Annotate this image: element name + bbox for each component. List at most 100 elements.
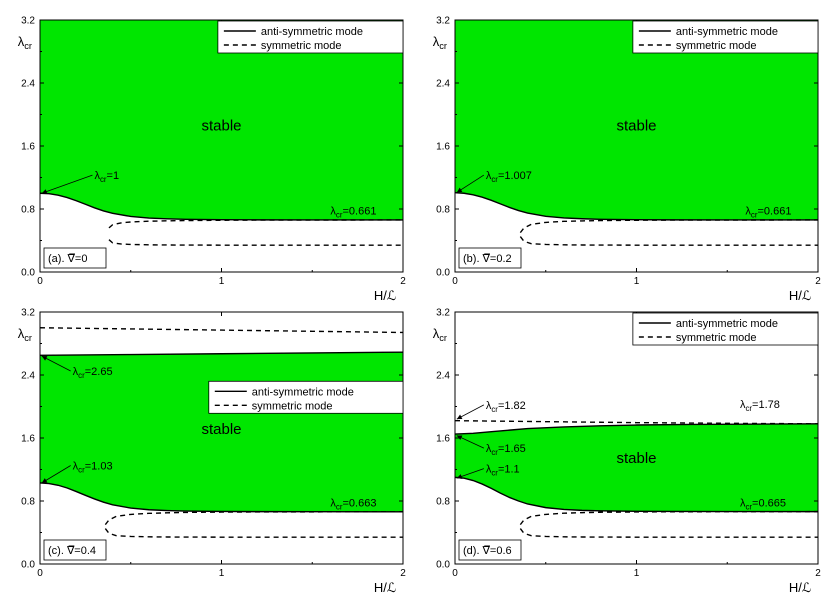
annotation-subscript: cr bbox=[751, 211, 758, 220]
annotation-arrow bbox=[456, 404, 485, 420]
x-tick-label: 0 bbox=[452, 568, 458, 579]
panel-label: (b). ∇̅=0.2 bbox=[463, 253, 512, 265]
annotation-subscript: cr bbox=[745, 503, 752, 512]
y-tick-label: 0.8 bbox=[436, 205, 450, 216]
y-axis-label: λcr bbox=[433, 326, 447, 343]
symmetric-mode-line-1-1 bbox=[519, 236, 818, 246]
x-tick-label: 0 bbox=[37, 568, 43, 579]
legend-entry: symmetric mode bbox=[261, 40, 342, 52]
annotation-value: =1.007 bbox=[498, 170, 532, 182]
symmetric-mode-line-1-1 bbox=[108, 239, 403, 246]
annotation-subscript: cr bbox=[336, 503, 343, 512]
anti-symmetric-mode-line-0-0 bbox=[455, 476, 818, 513]
annotation-value: =1.65 bbox=[498, 443, 526, 455]
y-tick-label: 3.2 bbox=[436, 308, 450, 319]
annotation-subscript: cr bbox=[491, 448, 498, 457]
annotation-arrowhead bbox=[41, 189, 48, 194]
anti-symmetric-mode-line-1-0 bbox=[455, 423, 818, 435]
annotation-arrowhead bbox=[456, 414, 463, 420]
y-tick-label: 3.2 bbox=[21, 16, 35, 27]
anti-symmetric-mode-line-0-0 bbox=[455, 192, 818, 221]
y-axis-label-subscript: cr bbox=[439, 41, 447, 51]
y-tick-label: 1.6 bbox=[21, 434, 35, 445]
panel-label-box bbox=[458, 539, 522, 561]
annotation-arrowhead bbox=[456, 435, 463, 441]
annotation-symbol: λ bbox=[486, 400, 492, 412]
stable-label: stable bbox=[201, 421, 241, 438]
symmetric-mode-line-2-2 bbox=[519, 528, 818, 538]
annotation-symbol: λ bbox=[486, 170, 492, 182]
annotation-value: =2.65 bbox=[85, 366, 113, 378]
anti-symmetric-mode-line-1-0 bbox=[40, 351, 403, 357]
x-axis-label: H/ℒ bbox=[789, 288, 811, 303]
symmetric-mode-line-2-1 bbox=[519, 510, 818, 526]
annotation: λcr=1.1 bbox=[486, 464, 520, 478]
annotation-subscript: cr bbox=[745, 404, 752, 413]
annotation: λcr=1.82 bbox=[486, 400, 526, 414]
annotation-arrow bbox=[41, 355, 71, 372]
annotation: λcr=0.665 bbox=[740, 498, 786, 512]
symmetric-mode-line-2-0 bbox=[455, 419, 818, 425]
legend-entry: symmetric mode bbox=[676, 40, 757, 52]
stable-region bbox=[40, 20, 403, 220]
annotation-arrow bbox=[456, 174, 485, 193]
panel-label-box bbox=[43, 247, 107, 269]
x-tick-label: 2 bbox=[815, 276, 821, 287]
stable-label: stable bbox=[616, 117, 656, 134]
y-tick-label: 2.4 bbox=[436, 371, 450, 382]
y-axis-label: λcr bbox=[18, 34, 32, 51]
y-tick-label: 0.8 bbox=[21, 205, 35, 216]
symmetric-mode-line-2-2 bbox=[104, 528, 403, 538]
x-tick-label: 1 bbox=[634, 276, 640, 287]
legend-entry: symmetric mode bbox=[676, 332, 757, 344]
annotation-subscript: cr bbox=[491, 469, 498, 478]
panel-label-box bbox=[43, 539, 107, 561]
y-axis-label-symbol: λ bbox=[433, 34, 440, 49]
y-axis-label-symbol: λ bbox=[433, 326, 440, 341]
annotation: λcr=1.78 bbox=[740, 399, 780, 413]
y-tick-label: 3.2 bbox=[436, 16, 450, 27]
annotation-arrowhead bbox=[456, 187, 463, 193]
x-axis-label: H/ℒ bbox=[374, 288, 396, 303]
y-axis-label-symbol: λ bbox=[18, 34, 25, 49]
symmetric-mode-line-2-0 bbox=[40, 327, 403, 334]
annotation: λcr=1.65 bbox=[486, 443, 526, 457]
annotation: λcr=1 bbox=[94, 170, 119, 184]
y-tick-label: 0.0 bbox=[21, 268, 35, 279]
y-axis-label-subscript: cr bbox=[24, 41, 32, 51]
stable-label: stable bbox=[201, 117, 241, 134]
legend-entry: anti-symmetric mode bbox=[261, 26, 363, 38]
y-tick-label: 1.6 bbox=[21, 142, 35, 153]
y-tick-label: 2.4 bbox=[21, 79, 35, 90]
panel-label-box bbox=[458, 247, 522, 269]
annotation-value: =0.661 bbox=[757, 206, 791, 218]
annotation-value: =1 bbox=[107, 170, 120, 182]
annotation-value: =1.03 bbox=[85, 461, 113, 473]
y-axis-label-subscript: cr bbox=[24, 333, 32, 343]
x-axis-label: H/ℒ bbox=[789, 580, 811, 595]
anti-symmetric-mode-line-0-0 bbox=[40, 482, 403, 513]
y-axis-label: λcr bbox=[18, 326, 32, 343]
annotation: λcr=1.007 bbox=[486, 170, 532, 184]
legend-entry: anti-symmetric mode bbox=[676, 318, 778, 330]
annotation-value: =1.82 bbox=[498, 400, 526, 412]
y-tick-label: 0.0 bbox=[436, 560, 450, 571]
legend-box bbox=[208, 380, 404, 414]
y-tick-label: 3.2 bbox=[21, 308, 35, 319]
y-axis-label-symbol: λ bbox=[18, 326, 25, 341]
annotation-value: =1.78 bbox=[752, 399, 780, 411]
legend-entry: anti-symmetric mode bbox=[252, 386, 354, 398]
legend-box bbox=[632, 312, 819, 346]
annotation-symbol: λ bbox=[745, 206, 751, 218]
annotation-symbol: λ bbox=[486, 464, 492, 476]
x-tick-label: 1 bbox=[634, 568, 640, 579]
legend-box bbox=[217, 20, 404, 54]
annotation-arrow bbox=[41, 174, 93, 194]
y-tick-label: 1.6 bbox=[436, 142, 450, 153]
annotation: λcr=0.661 bbox=[745, 206, 791, 220]
annotation-value: =0.663 bbox=[342, 498, 376, 510]
annotation-subscript: cr bbox=[78, 466, 85, 475]
annotation-symbol: λ bbox=[740, 399, 746, 411]
